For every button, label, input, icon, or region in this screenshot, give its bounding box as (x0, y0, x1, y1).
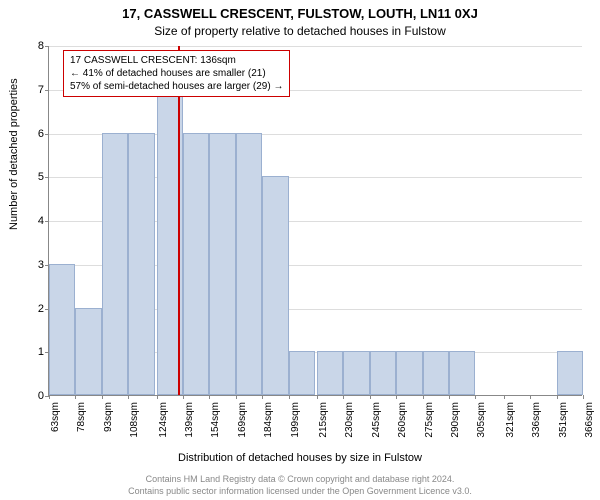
y-tick-label: 0 (30, 390, 44, 402)
y-tick-label: 4 (30, 215, 44, 227)
x-tick-label: 199sqm (290, 402, 301, 442)
histogram-bar (289, 351, 315, 395)
chart-container: 17, CASSWELL CRESCENT, FULSTOW, LOUTH, L… (0, 0, 600, 500)
x-tick-label: 139sqm (184, 402, 195, 442)
x-tick-mark (475, 395, 476, 399)
histogram-bar (262, 176, 288, 395)
histogram-bar (557, 351, 583, 395)
x-tick-label: 275sqm (424, 402, 435, 442)
annotation-line: 17 CASSWELL CRESCENT: 136sqm (70, 54, 283, 67)
title-sub: Size of property relative to detached ho… (0, 24, 600, 38)
histogram-bar (423, 351, 449, 395)
x-tick-mark (49, 395, 50, 399)
x-tick-mark (317, 395, 318, 399)
histogram-bar (49, 264, 75, 395)
x-tick-label: 321sqm (505, 402, 516, 442)
x-tick-label: 290sqm (450, 402, 461, 442)
x-tick-mark (262, 395, 263, 399)
x-tick-label: 93sqm (103, 402, 114, 442)
y-tick-mark (45, 134, 49, 135)
x-tick-label: 230sqm (344, 402, 355, 442)
y-tick-mark (45, 221, 49, 222)
grid-line (49, 46, 582, 47)
x-tick-mark (504, 395, 505, 399)
histogram-bar (209, 133, 235, 396)
x-tick-mark (530, 395, 531, 399)
y-tick-label: 7 (30, 84, 44, 96)
x-tick-mark (75, 395, 76, 399)
marker-line (178, 46, 180, 395)
x-tick-mark (396, 395, 397, 399)
plot-area: 17 CASSWELL CRESCENT: 136sqm← 41% of det… (48, 46, 582, 396)
x-tick-label: 124sqm (158, 402, 169, 442)
x-tick-label: 63sqm (50, 402, 61, 442)
histogram-bar (102, 133, 128, 396)
x-tick-mark (449, 395, 450, 399)
footer-line2: Contains public sector information licen… (0, 486, 600, 496)
x-tick-mark (209, 395, 210, 399)
x-tick-mark (423, 395, 424, 399)
x-tick-label: 108sqm (129, 402, 140, 442)
x-tick-label: 351sqm (558, 402, 569, 442)
histogram-bar (317, 351, 343, 395)
y-tick-label: 2 (30, 303, 44, 315)
y-tick-label: 8 (30, 40, 44, 52)
x-tick-label: 169sqm (237, 402, 248, 442)
y-tick-label: 3 (30, 259, 44, 271)
x-tick-label: 366sqm (584, 402, 595, 442)
annotation-line: ← 41% of detached houses are smaller (21… (70, 67, 283, 80)
histogram-bar (236, 133, 262, 396)
title-main: 17, CASSWELL CRESCENT, FULSTOW, LOUTH, L… (0, 6, 600, 21)
y-tick-mark (45, 46, 49, 47)
x-tick-mark (128, 395, 129, 399)
x-tick-mark (183, 395, 184, 399)
x-tick-label: 260sqm (397, 402, 408, 442)
x-tick-label: 336sqm (531, 402, 542, 442)
x-tick-label: 154sqm (210, 402, 221, 442)
x-tick-mark (583, 395, 584, 399)
histogram-bar (183, 133, 209, 396)
x-tick-label: 184sqm (263, 402, 274, 442)
y-axis-label: Number of detached properties (8, 78, 20, 230)
x-tick-mark (157, 395, 158, 399)
x-tick-label: 215sqm (318, 402, 329, 442)
y-tick-mark (45, 177, 49, 178)
histogram-bar (128, 133, 154, 396)
histogram-bar (449, 351, 475, 395)
annotation-box: 17 CASSWELL CRESCENT: 136sqm← 41% of det… (63, 50, 290, 97)
footer-line1: Contains HM Land Registry data © Crown c… (0, 474, 600, 484)
x-tick-mark (289, 395, 290, 399)
x-tick-label: 78sqm (76, 402, 87, 442)
histogram-bar (75, 308, 101, 396)
x-tick-mark (370, 395, 371, 399)
x-tick-mark (557, 395, 558, 399)
y-tick-label: 5 (30, 171, 44, 183)
y-tick-label: 1 (30, 346, 44, 358)
histogram-bar (343, 351, 369, 395)
x-tick-label: 245sqm (371, 402, 382, 442)
annotation-line: 57% of semi-detached houses are larger (… (70, 80, 283, 93)
histogram-bar (396, 351, 422, 395)
x-tick-label: 305sqm (476, 402, 487, 442)
x-tick-mark (236, 395, 237, 399)
histogram-bar (370, 351, 396, 395)
x-tick-mark (102, 395, 103, 399)
y-tick-mark (45, 90, 49, 91)
x-tick-mark (343, 395, 344, 399)
x-axis-label: Distribution of detached houses by size … (0, 452, 600, 464)
y-tick-label: 6 (30, 128, 44, 140)
